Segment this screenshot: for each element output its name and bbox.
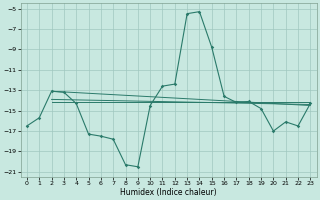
X-axis label: Humidex (Indice chaleur): Humidex (Indice chaleur) [120,188,217,197]
